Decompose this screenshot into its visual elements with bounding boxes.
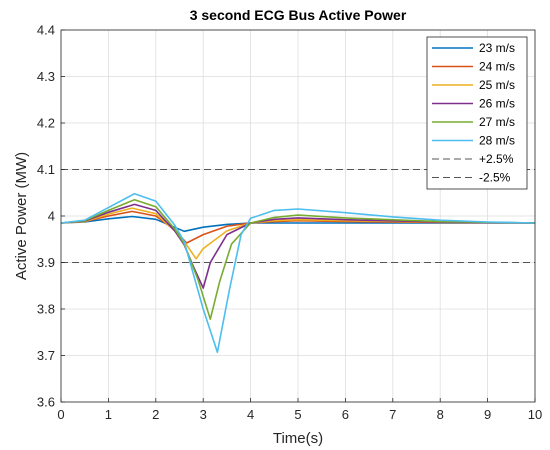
y-tick-label: 4.3 — [37, 69, 55, 84]
y-tick-label: 3.8 — [37, 302, 55, 317]
y-tick-label: 3.9 — [37, 255, 55, 270]
y-axis-label: Active Power (MW) — [13, 152, 30, 280]
x-tick-label: 3 — [200, 407, 207, 422]
legend-box — [426, 36, 528, 190]
x-tick-label: 0 — [57, 407, 64, 422]
legend-label: 25 m/s — [479, 78, 515, 92]
x-tick-label: 4 — [247, 407, 254, 422]
series-line — [60, 203, 536, 289]
legend: 23 m/s 24 m/s 25 m/s 26 m/s 27 m/s 28 m/s +2.5… — [426, 36, 528, 190]
x-tick-label: 7 — [389, 407, 396, 422]
x-tick-label: 10 — [528, 407, 542, 422]
series-line — [60, 210, 536, 244]
y-tick-label: 4.1 — [37, 162, 55, 177]
legend-label: +2.5% — [479, 152, 514, 166]
x-tick-label: 9 — [484, 407, 491, 422]
legend-label: 24 m/s — [479, 60, 515, 74]
legend-label: -2.5% — [479, 171, 511, 185]
x-tick-label: 6 — [342, 407, 349, 422]
y-tick-label: 4 — [48, 209, 55, 224]
series-layer — [60, 169, 536, 353]
y-tick-label: 3.7 — [37, 348, 55, 363]
series-line — [60, 198, 536, 320]
x-tick-label: 1 — [105, 407, 112, 422]
x-tick-label: 2 — [152, 407, 159, 422]
x-tick-label: 5 — [294, 407, 301, 422]
series-line — [60, 192, 536, 353]
series-line — [60, 207, 536, 260]
series-line — [60, 215, 535, 233]
legend-label: 28 m/s — [479, 134, 515, 148]
y-tick-label: 4.4 — [37, 23, 55, 38]
y-tick-label: 4.2 — [37, 116, 55, 131]
y-tick-label: 3.6 — [37, 395, 55, 410]
legend-label: 27 m/s — [479, 115, 515, 129]
axis-ticks: 0 1 2 3 4 5 6 7 8 9 10 3.6 3.7 3.8 3.9 4 4.1 4.2 4.3 4.4 — [37, 23, 542, 423]
x-axis-label: Time(s) — [273, 430, 323, 447]
legend-label: 26 m/s — [479, 97, 515, 111]
x-tick-label: 8 — [437, 407, 444, 422]
chart-title: 3 second ECG Bus Active Power — [190, 7, 407, 23]
legend-label: 23 m/s — [479, 41, 515, 55]
